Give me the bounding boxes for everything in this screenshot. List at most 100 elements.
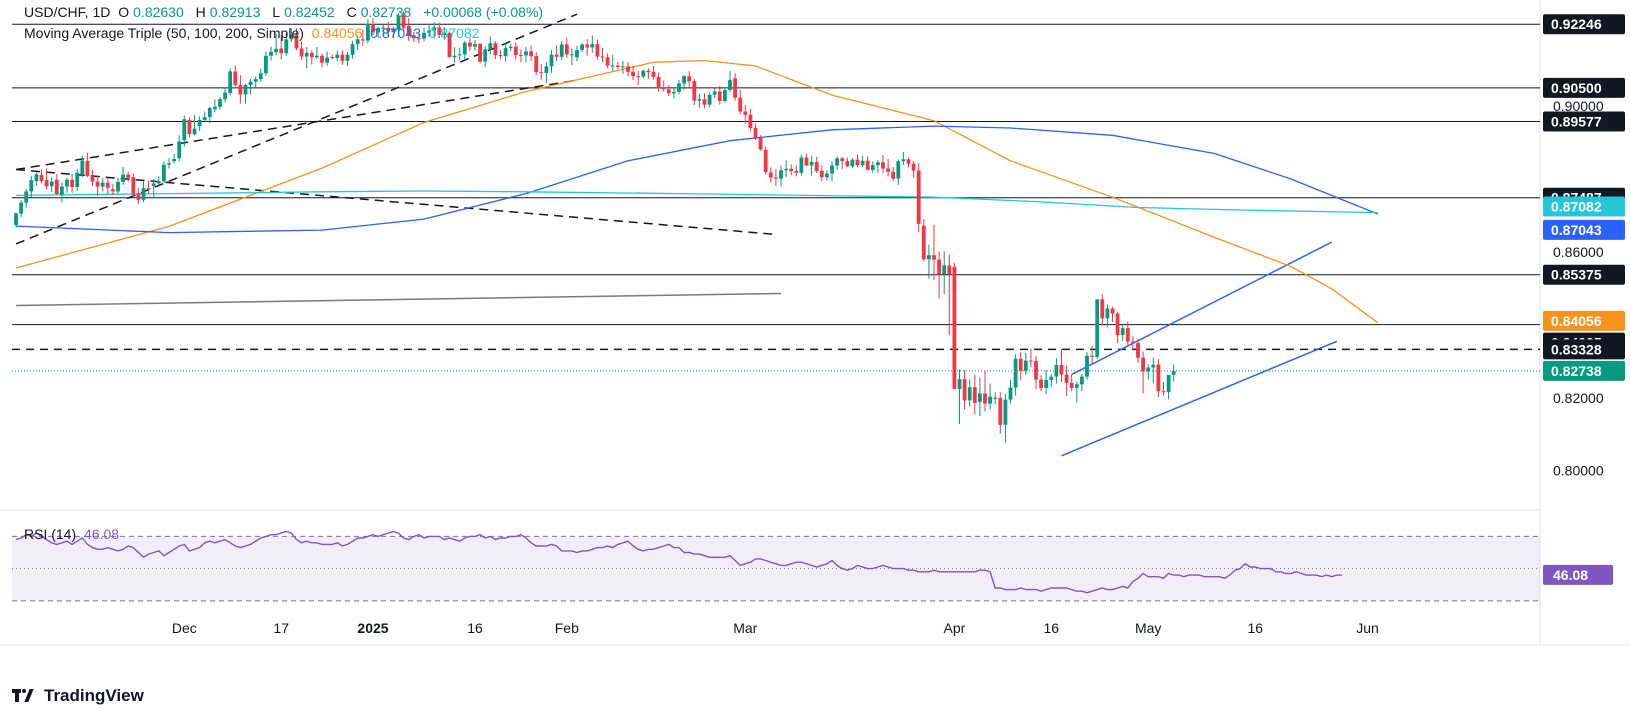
candle-body xyxy=(549,54,554,67)
tradingview-brand[interactable]: TradingView xyxy=(12,686,144,706)
candle-body xyxy=(983,393,987,404)
candle xyxy=(238,75,243,104)
candle xyxy=(381,24,386,34)
open-label: O 0.82630 xyxy=(118,4,184,20)
candle-body xyxy=(100,182,105,187)
candle-body xyxy=(539,72,544,74)
change-label: +0.00068 (+0.08%) xyxy=(423,4,544,20)
candle-body xyxy=(167,163,171,165)
candle xyxy=(315,47,319,60)
price-label-tag xyxy=(1543,14,1625,35)
candle-body xyxy=(75,172,80,188)
candle-body xyxy=(304,52,309,57)
candle xyxy=(626,61,630,77)
moving-average-line xyxy=(15,59,1379,324)
candle-body xyxy=(789,168,794,171)
candle-body xyxy=(819,170,824,178)
candle xyxy=(733,72,737,101)
candle-body xyxy=(299,48,304,57)
candle-body xyxy=(881,162,885,169)
time-axis-tick: Apr xyxy=(944,620,966,636)
candle xyxy=(524,47,528,63)
candle-body xyxy=(1171,370,1176,375)
candle xyxy=(121,166,125,185)
candle xyxy=(371,18,375,35)
candle xyxy=(1095,299,1100,359)
candle-body xyxy=(483,49,488,62)
candle-body xyxy=(738,97,743,112)
candle xyxy=(197,116,202,131)
candle-body xyxy=(1151,364,1156,368)
candle xyxy=(916,163,921,233)
candle xyxy=(870,161,875,173)
candle xyxy=(564,37,569,59)
candle-body xyxy=(870,165,875,170)
candle xyxy=(763,146,768,175)
candle-body xyxy=(927,255,931,260)
candle-body xyxy=(595,44,600,57)
candle-body xyxy=(131,177,136,194)
candle-body xyxy=(1131,341,1135,344)
candle xyxy=(473,40,477,51)
candle-body xyxy=(723,90,727,101)
candle-body xyxy=(641,70,646,77)
candle xyxy=(437,22,442,38)
candle-body xyxy=(753,127,758,138)
candle-body xyxy=(187,119,192,135)
candle-body xyxy=(177,141,182,159)
ma-title: Moving Average Triple (50, 100, 200, Sim… xyxy=(24,25,304,41)
candle xyxy=(406,18,411,41)
candle-body xyxy=(921,225,926,260)
candle xyxy=(529,45,533,61)
candle xyxy=(911,160,916,178)
candle-body xyxy=(1059,364,1064,375)
candle xyxy=(570,48,574,65)
candle xyxy=(952,262,957,390)
time-axis-tick: May xyxy=(1135,620,1161,636)
candle-body xyxy=(14,213,18,225)
candle xyxy=(258,68,263,83)
candle xyxy=(299,41,304,61)
time-axis-tick: Mar xyxy=(733,620,757,636)
candle xyxy=(141,180,146,202)
candle-body xyxy=(1044,379,1049,388)
candle-body xyxy=(850,159,855,167)
candle xyxy=(162,161,166,184)
candle-body xyxy=(80,160,85,175)
candle xyxy=(993,392,998,405)
candle xyxy=(468,38,472,52)
candle-body xyxy=(457,54,462,56)
candle-body xyxy=(636,76,641,78)
candle-body xyxy=(396,15,401,30)
candle xyxy=(978,377,982,417)
candle-body xyxy=(248,81,253,85)
candle-body xyxy=(1054,364,1059,377)
candle-body xyxy=(1029,360,1033,362)
candle xyxy=(661,80,666,92)
candle xyxy=(901,152,906,166)
candle xyxy=(825,170,829,181)
candle-body xyxy=(794,170,799,173)
candle-body xyxy=(503,48,508,57)
candle-body xyxy=(682,76,686,84)
candle xyxy=(707,92,712,108)
candle-body xyxy=(1095,299,1100,357)
candle-body xyxy=(1146,367,1151,372)
candle-body xyxy=(371,24,375,33)
candle xyxy=(1064,364,1069,396)
candle xyxy=(1023,352,1028,376)
candle xyxy=(105,177,110,195)
candle xyxy=(340,50,345,65)
candle-body xyxy=(192,128,197,135)
price-label-text: 0.90500 xyxy=(1551,80,1602,96)
candle-body xyxy=(677,83,681,92)
candle xyxy=(80,156,85,178)
candle xyxy=(44,168,49,190)
trend-line xyxy=(15,168,776,236)
rsi-value-tag xyxy=(1543,564,1613,585)
candle-body xyxy=(294,34,299,49)
candle xyxy=(779,165,783,187)
candle xyxy=(85,152,90,178)
candle-body xyxy=(876,162,880,166)
